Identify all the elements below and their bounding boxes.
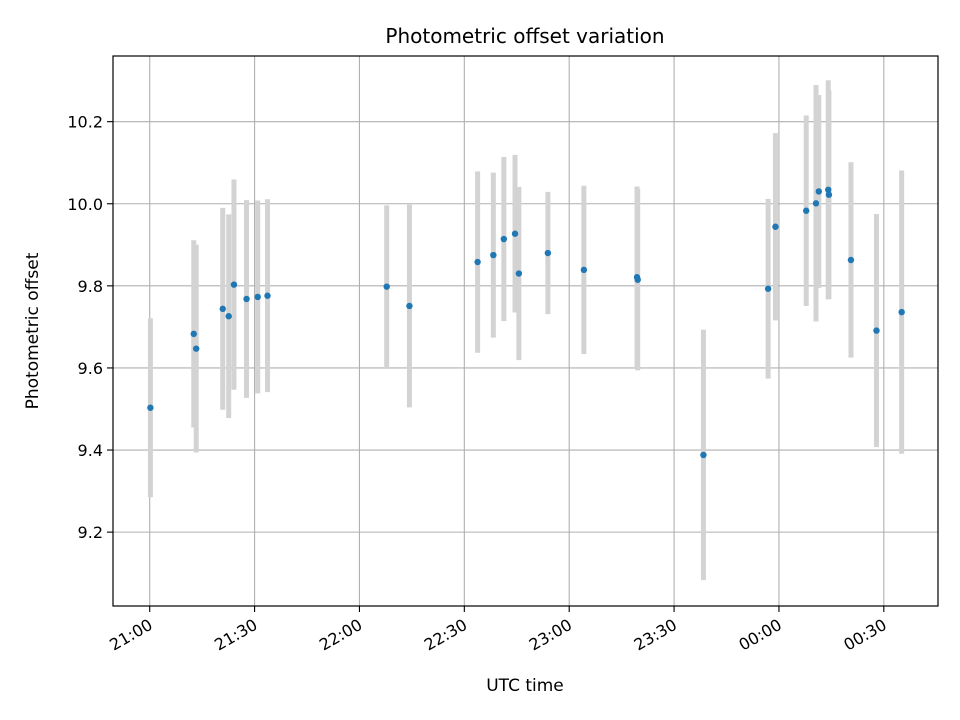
y-axis-label: Photometric offset [23, 252, 43, 409]
y-tick-label: 10.0 [67, 195, 103, 214]
data-point [243, 295, 250, 303]
data-point [225, 313, 232, 320]
grid-lines [113, 56, 938, 606]
data-point [700, 451, 707, 459]
y-tick-label: 9.4 [78, 441, 103, 460]
data-point [898, 308, 905, 316]
data-point [825, 191, 833, 198]
data-point [873, 327, 880, 334]
data-point [580, 266, 588, 274]
data-point [812, 200, 820, 207]
y-tick-label: 9.8 [78, 277, 103, 296]
data-point [815, 188, 822, 195]
y-tick-label: 10.2 [67, 113, 103, 132]
data-point [634, 276, 641, 283]
data-point [764, 285, 772, 292]
y-tick-label: 9.2 [78, 523, 103, 542]
plot-frame [112, 55, 939, 607]
data-point [847, 256, 855, 264]
y-axis-ticks: 9.2 9.4 9.6 9.8 10.0 10.2 [67, 113, 113, 542]
data-point [383, 283, 390, 290]
data-point [190, 330, 197, 338]
chart-title: Photometric offset variation [385, 24, 664, 48]
data-point [772, 223, 779, 230]
data-point [515, 270, 523, 277]
data-point [147, 404, 154, 411]
data-point [406, 302, 413, 310]
data-point [192, 345, 200, 352]
data-point [264, 292, 271, 299]
data-point [825, 186, 832, 194]
data-point [803, 207, 810, 214]
y-tick-label: 9.6 [78, 359, 103, 378]
data-point [500, 235, 508, 243]
data-points [147, 186, 905, 459]
data-point [511, 230, 519, 237]
x-axis-label: UTC time [486, 676, 564, 696]
data-point [230, 281, 238, 288]
data-point [490, 251, 497, 259]
data-point [254, 293, 261, 301]
data-point [474, 258, 481, 266]
data-point [219, 305, 226, 313]
data-point [544, 249, 552, 257]
